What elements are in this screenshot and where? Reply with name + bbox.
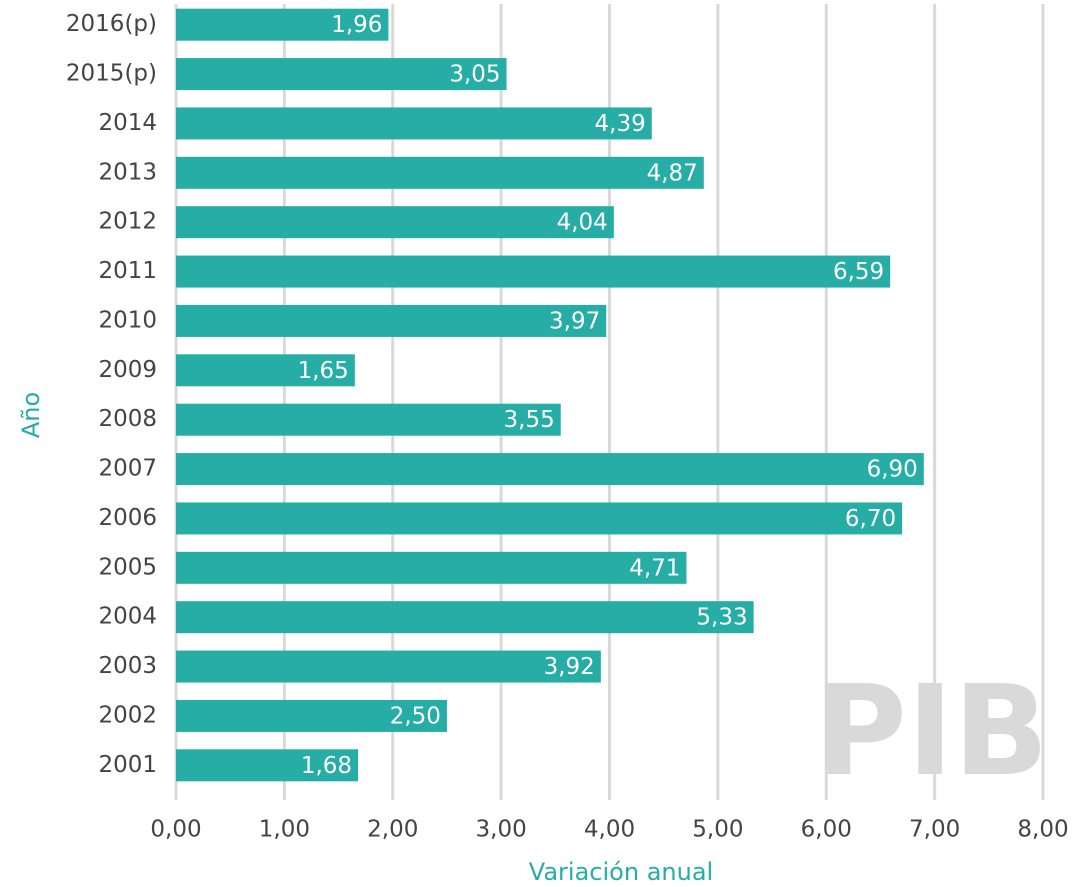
data-label: 1,96 [331, 12, 382, 38]
watermark: PIB [815, 659, 1048, 804]
y-tick-label: 2004 [98, 604, 157, 630]
y-tick-label: 2006 [98, 505, 157, 531]
data-label: 4,39 [595, 111, 646, 137]
data-label: 3,97 [549, 308, 600, 334]
data-label: 4,87 [647, 160, 698, 186]
y-tick-label: 2001 [98, 752, 157, 778]
y-tick-label: 2011 [98, 258, 157, 284]
x-tick-label: 5,00 [692, 817, 743, 843]
bar [176, 650, 601, 683]
bar [176, 699, 447, 732]
x-tick-label: 8,00 [1017, 817, 1068, 843]
data-label: 6,70 [845, 506, 896, 532]
data-label: 4,71 [629, 555, 680, 581]
y-tick-label: 2003 [98, 653, 157, 679]
bar [176, 107, 652, 140]
bar [176, 502, 903, 535]
y-tick-label: 2008 [98, 406, 157, 432]
bar [176, 403, 561, 436]
bar [176, 749, 359, 782]
bar [176, 8, 389, 41]
data-label: 3,92 [544, 654, 595, 680]
y-axis-title: Año [17, 392, 45, 438]
data-label: 1,68 [301, 753, 352, 779]
bar [176, 551, 687, 584]
x-tick-label: 4,00 [584, 817, 635, 843]
data-label: 2,50 [390, 703, 441, 729]
y-tick-label: 2009 [98, 357, 157, 383]
y-tick-label: 2016(p) [66, 11, 157, 37]
data-label: 5,33 [696, 605, 747, 631]
data-label: 3,55 [504, 407, 555, 433]
x-tick-label: 7,00 [909, 817, 960, 843]
bar [176, 354, 355, 387]
data-label: 4,04 [557, 210, 608, 236]
y-tick-label: 2002 [98, 702, 157, 728]
y-tick-label: 2012 [98, 209, 157, 235]
bar [176, 255, 891, 288]
bar [176, 601, 754, 634]
bar [176, 156, 704, 189]
data-label: 1,65 [298, 358, 349, 384]
y-tick-label: 2005 [98, 554, 157, 580]
bar [176, 58, 507, 91]
bar [176, 304, 607, 337]
data-label: 3,05 [449, 62, 500, 88]
x-tick-label: 6,00 [801, 817, 852, 843]
x-axis-title: Variación anual [529, 858, 713, 886]
bar [176, 453, 924, 486]
data-label: 6,59 [833, 259, 884, 285]
x-tick-label: 3,00 [476, 817, 527, 843]
x-tick-label: 1,00 [259, 817, 310, 843]
bar [176, 206, 614, 239]
y-tick-label: 2010 [98, 307, 157, 333]
y-tick-label: 2015(p) [66, 61, 157, 87]
y-tick-label: 2013 [98, 159, 157, 185]
x-tick-label: 0,00 [150, 817, 201, 843]
y-tick-label: 2007 [98, 456, 157, 482]
data-label: 6,90 [867, 457, 918, 483]
x-tick-label: 2,00 [367, 817, 418, 843]
y-tick-label: 2014 [98, 110, 157, 136]
